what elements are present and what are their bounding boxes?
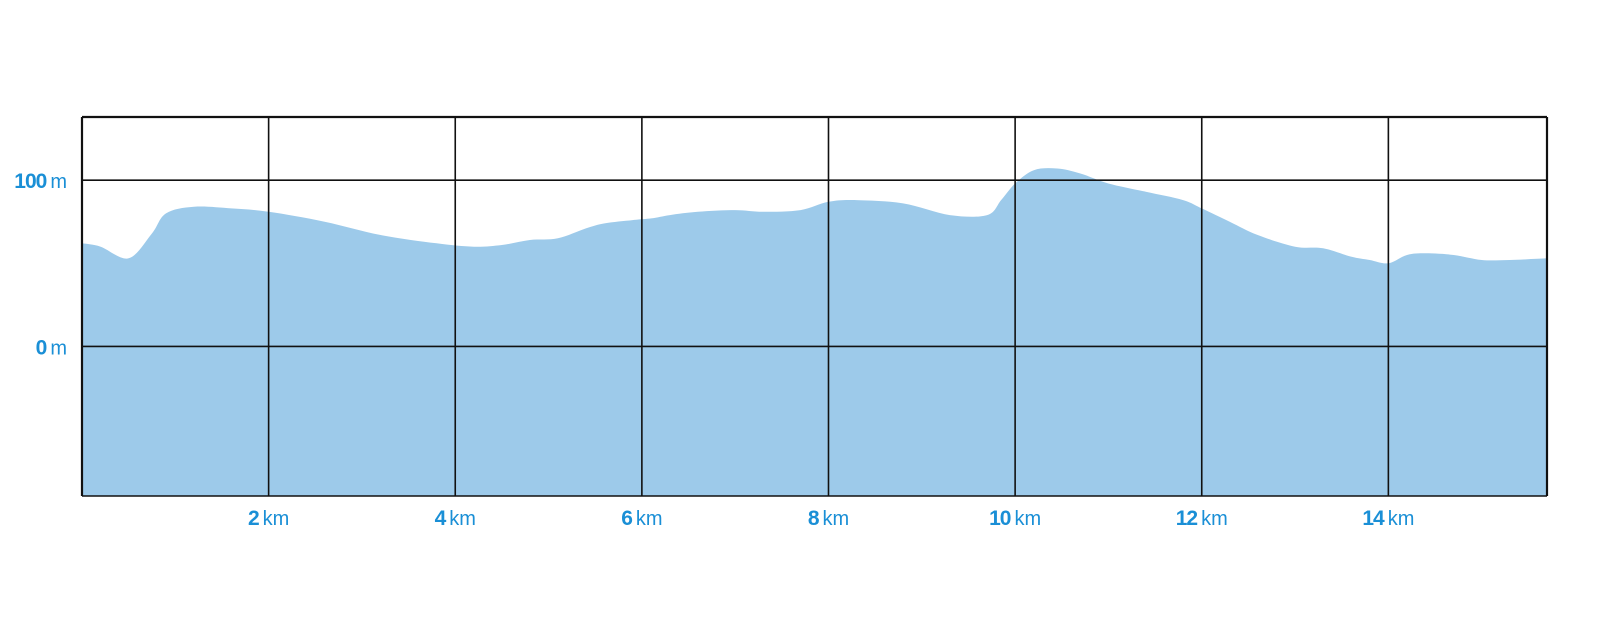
grid-layer xyxy=(80,115,1549,497)
y-tick-unit: m xyxy=(50,337,67,359)
x-tick-value: 4 xyxy=(435,507,447,530)
y-tick-value: 0 xyxy=(36,336,47,359)
y-tick-label-100: 100 m xyxy=(14,170,67,193)
x-tick-label-14: 14 km xyxy=(1362,507,1414,530)
x-tick-unit: km xyxy=(1388,508,1415,530)
elevation-area xyxy=(82,168,1547,497)
x-tick-unit: km xyxy=(1014,508,1041,530)
x-tick-value: 12 xyxy=(1176,507,1198,530)
x-tick-value: 10 xyxy=(989,507,1011,530)
x-tick-label-8: 8 km xyxy=(808,507,849,530)
x-tick-label-6: 6 km xyxy=(621,507,662,530)
x-tick-label-4: 4 km xyxy=(435,507,476,530)
x-tick-label-12: 12 km xyxy=(1176,507,1228,530)
x-tick-value: 8 xyxy=(808,507,820,530)
x-tick-value: 2 xyxy=(248,507,259,530)
y-tick-unit: m xyxy=(50,171,67,193)
x-tick-unit: km xyxy=(636,508,663,530)
x-tick-value: 6 xyxy=(621,507,632,530)
elevation-area-layer xyxy=(82,168,1547,497)
x-tick-unit: km xyxy=(449,508,476,530)
x-tick-label-10: 10 km xyxy=(989,507,1041,530)
x-tick-unit: km xyxy=(823,508,850,530)
x-tick-label-2: 2 km xyxy=(248,507,289,530)
y-tick-value: 100 xyxy=(14,170,46,193)
x-tick-value: 14 xyxy=(1362,507,1385,530)
x-tick-unit: km xyxy=(1201,508,1228,530)
x-tick-unit: km xyxy=(263,508,290,530)
